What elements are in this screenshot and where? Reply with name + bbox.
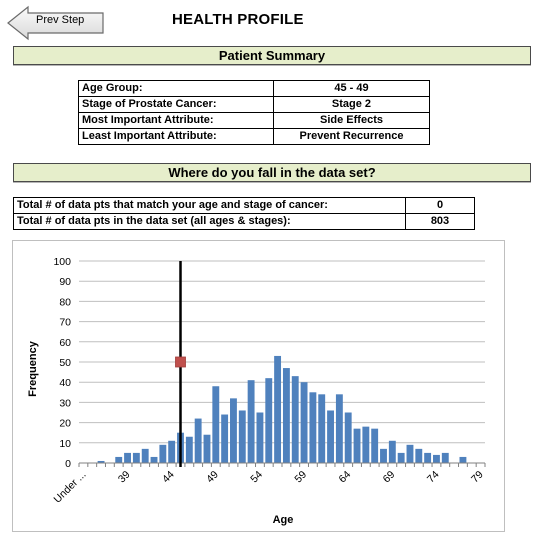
cancer-stage-value: Stage 2 xyxy=(273,96,430,113)
histogram-bar xyxy=(168,440,176,463)
histogram-bar xyxy=(309,392,317,463)
age-group-value: 45 - 49 xyxy=(273,80,430,97)
patient-marker xyxy=(175,356,186,368)
least-important-attribute-value: Prevent Recurrence xyxy=(273,128,430,145)
x-tick-label: Under ... xyxy=(52,469,89,506)
y-tick-label: 30 xyxy=(59,397,71,409)
y-tick-label: 60 xyxy=(59,337,71,349)
bars xyxy=(97,355,467,463)
histogram-bar xyxy=(159,444,167,463)
dataset-heading: Where do you fall in the data set? xyxy=(13,163,531,182)
x-tick-label: 64 xyxy=(337,469,354,486)
histogram-bar xyxy=(115,456,123,463)
histogram-bar xyxy=(150,456,158,463)
y-tick-label: 70 xyxy=(59,317,71,329)
table-row: Age Group: 45 - 49 xyxy=(78,80,430,97)
y-tick-label: 10 xyxy=(59,438,71,450)
x-tick-label: 39 xyxy=(116,469,133,486)
histogram-bar xyxy=(362,426,370,463)
histogram-bar xyxy=(221,414,229,463)
total-pts-value: 803 xyxy=(405,213,475,230)
histogram-bar xyxy=(433,454,440,463)
gridlines xyxy=(79,260,485,444)
histogram-bar xyxy=(441,452,449,463)
x-tick-label: 79 xyxy=(469,469,486,486)
matching-pts-label: Total # of data pts that match your age … xyxy=(13,197,406,214)
y-tick-label: 100 xyxy=(53,256,71,268)
histogram-svg: 0 10 20 30 40 50 60 70 80 90 100 Under ... 39 44 49 54 5… xyxy=(27,256,486,526)
y-tick-label: 20 xyxy=(59,418,71,430)
y-tick-label: 0 xyxy=(65,458,71,470)
prev-step-button[interactable]: Prev Step xyxy=(6,5,106,41)
y-tick-label: 80 xyxy=(59,296,71,308)
histogram-bar xyxy=(274,355,282,463)
histogram-bar xyxy=(335,394,343,463)
age-group-label: Age Group: xyxy=(78,80,274,97)
table-row: Total # of data pts in the data set (all… xyxy=(13,213,475,230)
y-tick-label: 90 xyxy=(59,276,71,288)
page-title: HEALTH PROFILE xyxy=(172,11,304,28)
x-tick-label: 44 xyxy=(160,469,177,486)
age-frequency-chart: 0 10 20 30 40 50 60 70 80 90 100 Under ... 39 44 49 54 5… xyxy=(12,240,505,532)
histogram-bar xyxy=(282,368,290,463)
histogram-bar xyxy=(318,394,326,463)
histogram-bar xyxy=(415,448,423,463)
histogram-bar xyxy=(388,440,396,463)
x-tick-label: 74 xyxy=(425,469,442,486)
left-arrow-icon xyxy=(7,5,104,41)
histogram-bar xyxy=(132,452,140,463)
total-pts-label: Total # of data pts in the data set (all… xyxy=(13,213,406,230)
cancer-stage-label: Stage of Prostate Cancer: xyxy=(78,96,274,113)
most-important-attribute-label: Most Important Attribute: xyxy=(78,112,274,129)
histogram-bar xyxy=(238,410,246,463)
prev-step-label: Prev Step xyxy=(36,14,85,26)
most-important-attribute-value: Side Effects xyxy=(273,112,430,129)
y-tick-label: 40 xyxy=(59,377,71,389)
table-row: Total # of data pts that match your age … xyxy=(13,197,475,214)
histogram-bar xyxy=(124,452,131,463)
table-row: Most Important Attribute: Side Effects xyxy=(78,112,430,129)
histogram-bar xyxy=(230,398,237,463)
table-row: Stage of Prostate Cancer: Stage 2 xyxy=(78,96,430,113)
histogram-bar xyxy=(380,448,387,463)
x-tick-label: 49 xyxy=(204,469,221,486)
histogram-bar xyxy=(212,386,220,463)
histogram-bar xyxy=(97,460,105,463)
x-axis-title: Age xyxy=(273,514,294,526)
histogram-bar xyxy=(397,452,405,463)
histogram-bar xyxy=(291,376,299,463)
histogram-bar xyxy=(344,412,352,463)
histogram-bar xyxy=(406,444,414,463)
least-important-attribute-label: Least Important Attribute: xyxy=(78,128,274,145)
histogram-bar xyxy=(353,428,361,463)
patient-summary-table: Age Group: 45 - 49 Stage of Prostate Can… xyxy=(78,80,430,145)
histogram-bar xyxy=(300,382,308,463)
histogram-bar xyxy=(185,436,193,463)
histogram-bar xyxy=(247,380,255,463)
histogram-bar xyxy=(459,456,467,463)
y-axis-title: Frequency xyxy=(27,340,39,397)
histogram-bar xyxy=(424,452,432,463)
histogram-bar xyxy=(265,378,273,463)
histogram-bar xyxy=(203,434,211,463)
table-row: Least Important Attribute: Prevent Recur… xyxy=(78,128,430,145)
histogram-bar xyxy=(256,412,264,463)
x-tick-label: 69 xyxy=(381,469,398,486)
x-tick-label: 54 xyxy=(248,469,265,486)
histogram-bar xyxy=(194,418,202,463)
dataset-table: Total # of data pts that match your age … xyxy=(13,197,475,230)
histogram-bar xyxy=(327,410,334,463)
matching-pts-value: 0 xyxy=(405,197,475,214)
y-tick-label: 50 xyxy=(59,357,71,369)
histogram-bar xyxy=(141,448,149,463)
patient-summary-heading: Patient Summary xyxy=(13,46,531,65)
histogram-bar xyxy=(371,428,379,463)
x-tick-label: 59 xyxy=(292,469,309,486)
